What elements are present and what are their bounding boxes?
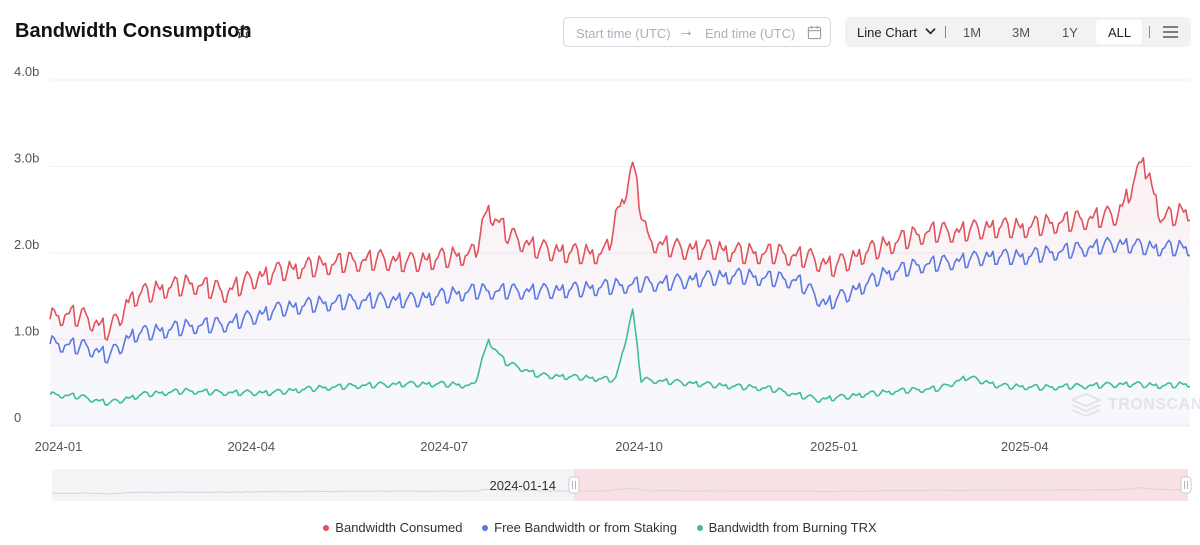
x-tick-label: 2024-10	[615, 439, 663, 454]
legend-label: Bandwidth Consumed	[335, 520, 463, 535]
range-1m-button[interactable]: 1M	[963, 25, 982, 40]
calendar-icon[interactable]	[807, 25, 822, 40]
chevron-down-icon[interactable]	[925, 27, 936, 35]
slider-preview-line	[51, 487, 1186, 495]
legend-dot	[323, 524, 330, 531]
y-axis: 0 1.0b 2.0b 3.0b 4.0b	[14, 64, 39, 425]
start-time-input[interactable]: Start time (UTC)	[576, 26, 671, 41]
range-1y-button[interactable]: 1Y	[1062, 25, 1078, 40]
area-fill	[50, 157, 1190, 427]
range-all-label: ALL	[1108, 25, 1132, 40]
legend-item-free[interactable]: Free Bandwidth or from Staking	[482, 520, 677, 535]
x-tick-label: 2025-01	[810, 439, 858, 454]
legend-label: Free Bandwidth or from Staking	[494, 520, 677, 535]
range-all-button[interactable]: ALL	[1096, 20, 1142, 44]
legend-label: Bandwidth from Burning TRX	[708, 520, 877, 535]
zoom-slider[interactable]: 2024-01-14	[51, 469, 1192, 501]
slider-selection[interactable]	[574, 469, 1188, 501]
page-title: Bandwidth Consumption	[15, 20, 252, 42]
tronscan-watermark: TRONSCAN	[1069, 392, 1200, 418]
x-tick-label: 2024-01	[35, 439, 83, 454]
favorite-star-icon[interactable]	[234, 23, 252, 41]
y-tick-label: 0	[14, 410, 21, 425]
x-tick-label: 2025-04	[1001, 439, 1049, 454]
legend-dot	[696, 524, 703, 531]
legend-item-consumed[interactable]: Bandwidth Consumed	[323, 520, 463, 535]
line-chart: 01.0b2.0b3.0b4.0b 2024-01 2024-04 2024-07 2…	[14, 64, 1192, 501]
x-tick-label: 2024-07	[420, 439, 468, 454]
chart-header: Bandwidth Consumption Start time (UTC) →…	[0, 0, 1200, 64]
range-arrow-icon: →	[678, 23, 694, 40]
chart-toolbar: Line Chart 1M 3M 1Y ALL	[845, 17, 1191, 47]
y-tick-label: 3.0b	[14, 151, 39, 166]
toolbar-divider	[1149, 26, 1150, 38]
menu-icon[interactable]	[1163, 25, 1178, 39]
slider-handle-right[interactable]	[1180, 476, 1192, 494]
series-line-1[interactable]	[49, 236, 1190, 364]
x-axis: 2024-01 2024-04 2024-07 2024-10 2025-01 2025-…	[35, 439, 1049, 454]
y-tick-label: 4.0b	[14, 64, 39, 79]
watermark-text: TRONSCAN	[1108, 396, 1200, 413]
toolbar-divider	[945, 26, 946, 38]
tronscan-logo-icon	[1069, 392, 1103, 418]
series-line-2[interactable]	[49, 308, 1191, 406]
chart-legend: Bandwidth Consumed Free Bandwidth or fro…	[0, 520, 1200, 538]
slider-handle-left[interactable]	[568, 476, 580, 494]
y-tick-label: 1.0b	[14, 324, 39, 339]
y-tick-label: 2.0b	[14, 237, 39, 252]
legend-dot	[482, 524, 489, 531]
range-3m-button[interactable]: 3M	[1012, 25, 1031, 40]
date-range-picker[interactable]: Start time (UTC) → End time (UTC)	[563, 17, 831, 47]
series-line-0[interactable]	[49, 157, 1191, 341]
chart-type-select[interactable]: Line Chart	[857, 25, 917, 40]
legend-item-burning[interactable]: Bandwidth from Burning TRX	[696, 520, 877, 535]
slider-handle-label: 2024-01-14	[490, 478, 557, 493]
x-tick-label: 2024-04	[227, 439, 275, 454]
end-time-input[interactable]: End time (UTC)	[705, 26, 796, 41]
chart-series	[49, 157, 1191, 427]
